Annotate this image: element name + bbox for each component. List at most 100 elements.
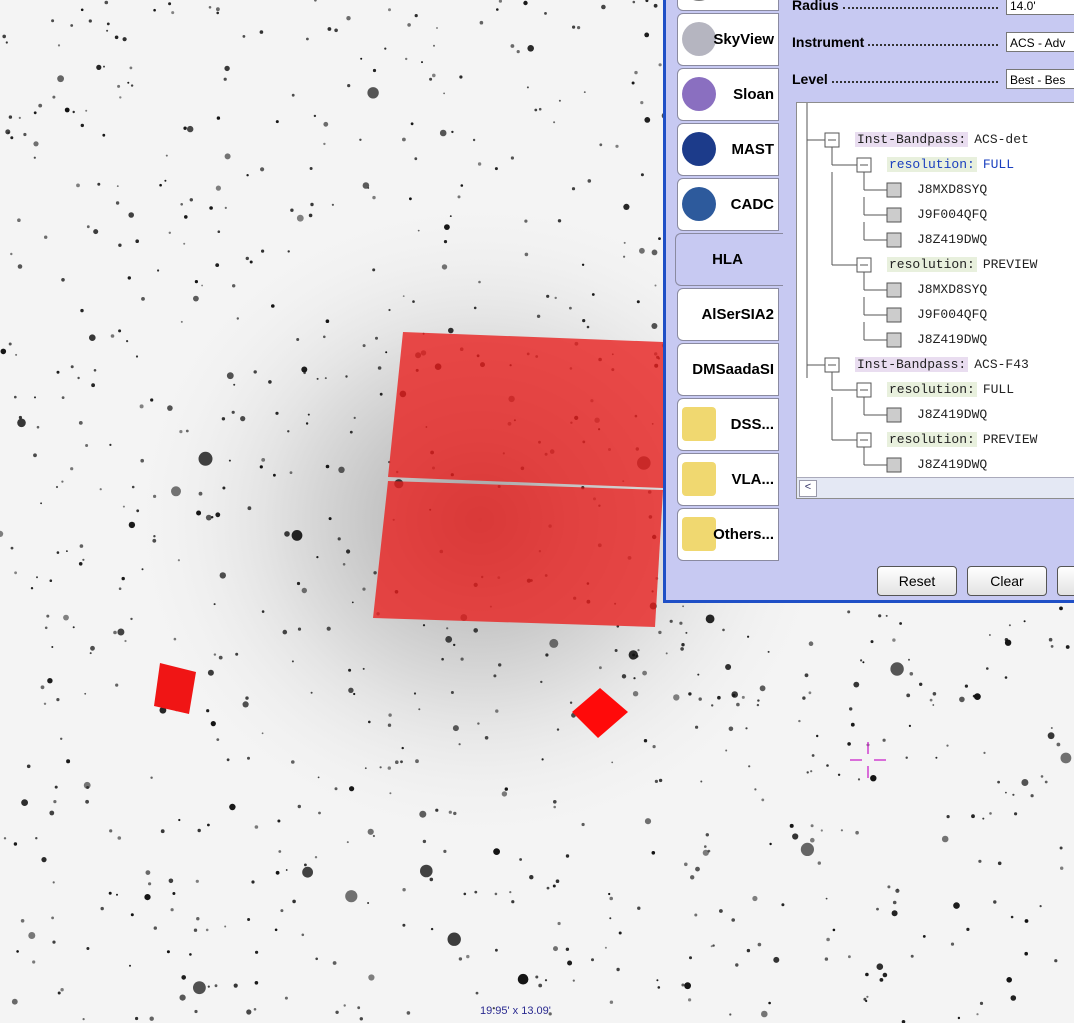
checkbox[interactable] xyxy=(886,307,902,323)
star xyxy=(707,849,711,853)
star xyxy=(44,626,48,630)
star xyxy=(694,913,698,917)
star xyxy=(887,885,891,889)
star xyxy=(218,655,223,660)
field-value[interactable]: ACS - Adv xyxy=(1006,32,1074,52)
star xyxy=(372,68,377,73)
star xyxy=(569,701,573,704)
star xyxy=(215,512,221,518)
scroll-left[interactable]: < xyxy=(799,480,817,497)
tab[interactable]: VLA... xyxy=(677,453,779,506)
star xyxy=(832,928,836,932)
star xyxy=(448,810,452,814)
tab[interactable]: HLA xyxy=(675,233,783,286)
star xyxy=(219,572,226,579)
star xyxy=(882,738,886,742)
tab[interactable]: AlSerSIA2 xyxy=(677,288,779,341)
star xyxy=(808,691,812,695)
star xyxy=(52,881,55,884)
tab[interactable]: DMSaadaSI xyxy=(677,343,779,396)
tab-label: MAST xyxy=(731,141,775,158)
star xyxy=(447,932,461,946)
checkbox[interactable] xyxy=(886,282,902,298)
star xyxy=(61,278,65,282)
star xyxy=(1048,637,1053,642)
checkbox[interactable] xyxy=(886,332,902,348)
star xyxy=(735,963,739,967)
star xyxy=(297,804,301,809)
footprint[interactable] xyxy=(572,688,628,738)
star xyxy=(275,411,279,415)
star xyxy=(180,203,183,206)
star xyxy=(304,863,307,867)
star xyxy=(34,396,36,399)
star xyxy=(853,681,860,688)
star xyxy=(849,707,853,711)
tree-row: Inst-Bandpass: ACS-det xyxy=(855,131,1029,149)
star xyxy=(273,473,276,477)
star xyxy=(246,174,249,177)
star xyxy=(183,242,186,245)
tab[interactable]: Images xyxy=(677,0,779,11)
star xyxy=(251,880,255,884)
scrollbar[interactable]: < xyxy=(797,477,1074,498)
star xyxy=(825,897,828,900)
star xyxy=(725,664,732,670)
checkbox[interactable] xyxy=(886,182,902,198)
checkbox[interactable] xyxy=(886,232,902,248)
star xyxy=(144,894,151,901)
tab[interactable]: CADC xyxy=(677,178,779,231)
tab[interactable]: DSS... xyxy=(677,398,779,451)
checkbox[interactable] xyxy=(886,207,902,223)
star xyxy=(93,369,97,372)
star xyxy=(443,92,445,95)
star xyxy=(115,201,120,205)
tab[interactable]: MAST xyxy=(677,123,779,176)
star xyxy=(599,143,603,147)
star xyxy=(17,264,23,269)
checkbox[interactable] xyxy=(886,407,902,423)
status-size: 19.95' x 13.09' xyxy=(480,1005,551,1017)
footprint[interactable] xyxy=(154,663,196,714)
star xyxy=(644,117,651,123)
star xyxy=(634,70,638,75)
star xyxy=(685,631,688,634)
star xyxy=(800,842,815,857)
field-value[interactable]: 14.0' xyxy=(1006,0,1074,15)
star xyxy=(695,866,700,872)
star xyxy=(538,107,542,111)
checkbox[interactable] xyxy=(886,457,902,473)
button[interactable] xyxy=(1057,566,1074,596)
star xyxy=(54,785,58,789)
star xyxy=(0,348,7,355)
star xyxy=(604,946,607,949)
button[interactable]: Clear xyxy=(967,566,1047,596)
star xyxy=(654,779,659,784)
star xyxy=(255,950,259,954)
star xyxy=(331,203,334,206)
star xyxy=(97,182,101,186)
star xyxy=(307,413,310,416)
footprint[interactable] xyxy=(388,332,663,488)
star xyxy=(640,173,644,177)
star xyxy=(181,975,186,980)
star xyxy=(534,108,538,112)
star xyxy=(623,203,630,210)
star xyxy=(171,486,181,497)
tab[interactable]: Others... xyxy=(677,508,779,561)
star xyxy=(302,866,313,878)
star xyxy=(261,610,265,613)
tab[interactable]: SkyView xyxy=(677,13,779,66)
star xyxy=(245,256,249,261)
tab[interactable]: Sloan xyxy=(677,68,779,121)
star xyxy=(14,571,17,575)
button[interactable]: Reset xyxy=(877,566,957,596)
tab-icon xyxy=(682,132,716,166)
footprint[interactable] xyxy=(373,481,663,627)
star xyxy=(388,308,391,312)
tree-row: J8Z419DWQ xyxy=(915,231,989,249)
star xyxy=(253,370,257,374)
field-value[interactable]: Best - Bes xyxy=(1006,69,1074,89)
star xyxy=(681,983,685,987)
tree-lines xyxy=(806,103,902,473)
